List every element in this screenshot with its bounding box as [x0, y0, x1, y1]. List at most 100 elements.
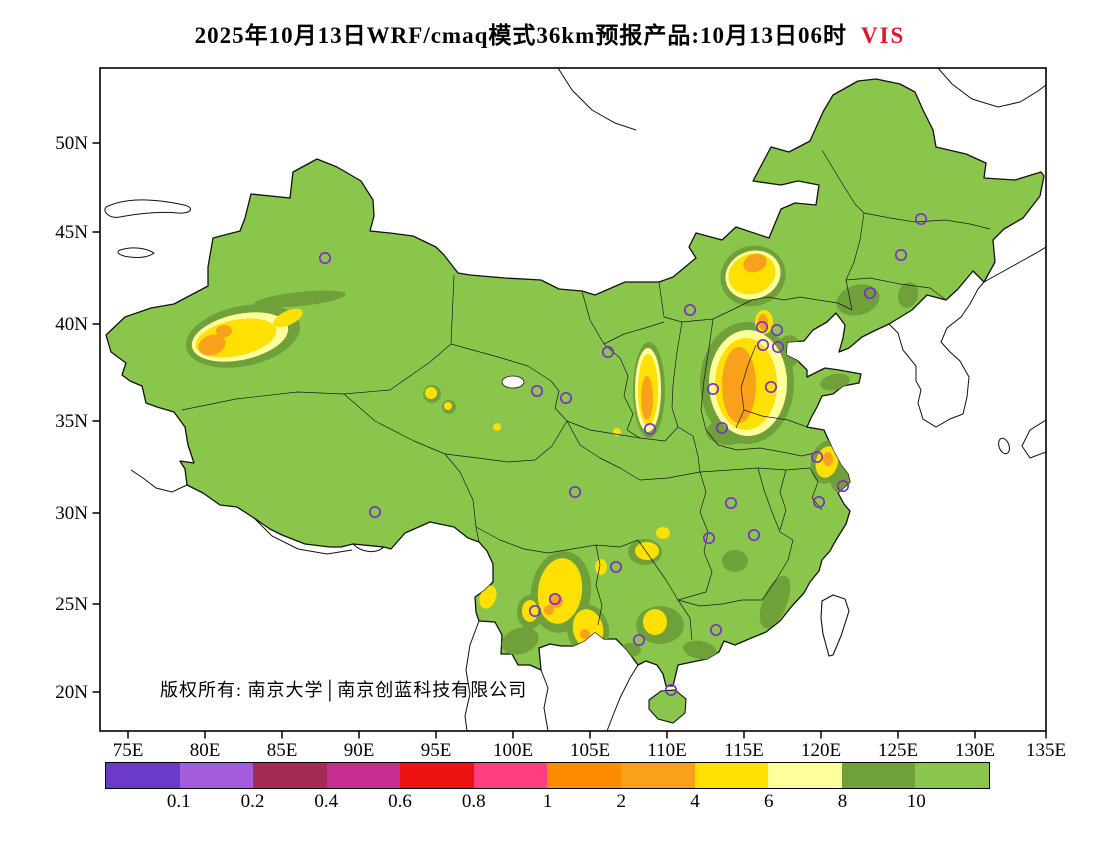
colorbar-segment — [253, 763, 327, 788]
station-marker — [914, 212, 928, 226]
contour-patch-4-6 — [595, 559, 607, 575]
contour-patch-4-6 — [425, 387, 437, 399]
colorbar-segment — [547, 763, 622, 788]
lake-alakol — [117, 247, 155, 259]
city-markers — [318, 212, 928, 697]
colorbar-tick-label: 6 — [764, 791, 774, 812]
station-marker — [836, 479, 850, 493]
page-title: 2025年10月13日WRF/cmaq模式36km预报产品:10月13日06时 V… — [0, 16, 1100, 50]
axis-layer: 50N 45N 40N 35N 30N 25N 20N 75E 80E 85E 90E 95E 100E… — [55, 133, 1066, 761]
lon-tick-label: 95E — [421, 740, 452, 761]
amur-river — [937, 68, 1046, 108]
station-marker — [683, 303, 697, 317]
colorbar-tick-label: 0.4 — [314, 791, 339, 812]
myanmar-border — [464, 620, 480, 731]
lon-tick-label: 75E — [113, 740, 144, 761]
station-marker — [632, 633, 646, 647]
contour-patch-4-6 — [493, 423, 501, 431]
lat-tick-label: 35N — [55, 411, 88, 432]
lake-balkhash — [104, 199, 192, 218]
contour-patch-8-10 — [722, 550, 748, 572]
station-marker — [764, 380, 778, 394]
colorbar-segment — [768, 763, 842, 788]
lat-tick-label: 20N — [55, 682, 88, 703]
colorbar-segment — [179, 763, 254, 788]
colorbar-labels: 0.1 0.2 0.4 0.6 0.8 1 2 4 6 8 10 — [105, 791, 990, 815]
lon-tick-label: 125E — [878, 740, 918, 761]
station-marker — [770, 323, 784, 337]
station-marker — [601, 345, 615, 359]
colorbar-tick-label: 1 — [542, 791, 553, 812]
colorbar-segment — [473, 763, 548, 788]
lat-tick-label: 50N — [55, 133, 88, 154]
lon-tick-label: 85E — [267, 740, 298, 761]
contour-patch-2-4 — [198, 334, 226, 356]
contour-patches — [185, 245, 919, 660]
station-marker — [568, 485, 582, 499]
colorbar-segment — [621, 763, 695, 788]
lat-tick-label: 25N — [55, 594, 88, 615]
colorbar-tick-label: 4 — [690, 791, 700, 812]
station-marker — [318, 251, 332, 265]
lon-tick-label: 115E — [724, 740, 763, 761]
lon-tick-label: 80E — [190, 740, 221, 761]
contour-patch-8-10 — [254, 290, 346, 308]
station-marker — [747, 528, 761, 542]
station-marker — [709, 623, 723, 637]
lon-tick-label: 100E — [493, 740, 533, 761]
hainan-island — [648, 689, 687, 724]
lat-tick-label: 40N — [55, 314, 88, 335]
lon-tick-label: 135E — [1026, 740, 1066, 761]
korea-peninsula-coast — [888, 281, 985, 428]
colorbar-tick-label: 0.2 — [240, 791, 265, 812]
contour-patch-8-10 — [501, 627, 539, 655]
colorbar-segment — [326, 763, 401, 788]
station-marker — [810, 450, 824, 464]
station-marker — [559, 391, 573, 405]
copyright-notice: 版权所有: 南京大学│南京创蓝科技有限公司 — [160, 679, 527, 702]
lon-tick-label: 105E — [570, 740, 610, 761]
colorbar-tick-label: 8 — [837, 791, 848, 812]
contour-patch-2-4 — [580, 629, 590, 639]
lon-tick-label: 120E — [801, 740, 841, 761]
station-marker — [706, 382, 720, 396]
title-text: 2025年10月13日WRF/cmaq模式36km预报产品:10月13日06时 — [194, 23, 847, 48]
station-marker — [368, 505, 382, 519]
contour-patch-4-6 — [643, 609, 667, 635]
colorbar-segment — [841, 763, 916, 788]
colorbar-segment — [915, 763, 989, 788]
contour-patch-2-4 — [216, 325, 232, 337]
tsushima-island — [998, 437, 1010, 455]
contour-patch-4-6 — [479, 585, 497, 609]
lat-tick-label: 45N — [55, 222, 88, 243]
taiwan-island — [820, 594, 850, 657]
neighbor-coastlines — [104, 68, 1046, 731]
lat-tick-label: 30N — [55, 503, 88, 524]
mongolia-russia-border — [557, 68, 637, 131]
station-marker — [664, 683, 678, 697]
colorbar-legend — [105, 762, 990, 789]
title-variable-vis: VIS — [860, 23, 906, 48]
colorbar-tick-label: 2 — [616, 791, 627, 812]
contour-patch-8-10 — [820, 373, 850, 391]
station-marker — [643, 422, 657, 436]
station-marker — [702, 531, 716, 545]
lon-tick-label: 110E — [647, 740, 686, 761]
station-marker — [530, 384, 544, 398]
map-content: 版权所有: 南京大学│南京创蓝科技有限公司 — [104, 68, 1046, 731]
station-marker — [894, 248, 908, 262]
colorbar-tick-label: 10 — [906, 791, 926, 812]
station-marker — [724, 496, 738, 510]
kashmir-border — [130, 469, 188, 493]
station-marker — [609, 560, 623, 574]
russia-coast — [983, 246, 1046, 283]
colorbar-segment — [106, 763, 180, 788]
station-marker — [756, 338, 770, 352]
bhutan-border — [352, 543, 385, 552]
station-marker — [771, 340, 785, 354]
vietnam-coast — [606, 664, 639, 731]
contour-patch-2-4 — [823, 452, 833, 466]
station-marker — [715, 421, 729, 435]
station-marker — [548, 592, 562, 606]
